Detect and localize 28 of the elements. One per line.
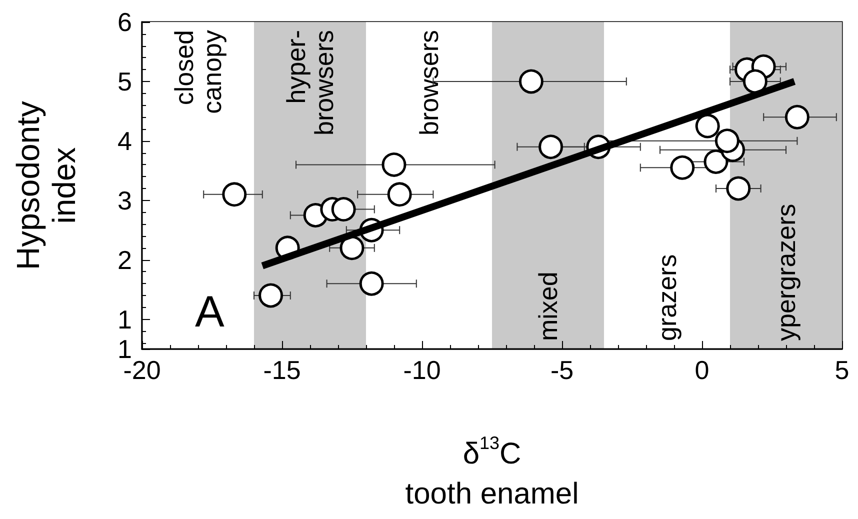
y-tick-label: 5 — [118, 66, 132, 96]
point — [726, 176, 751, 201]
point — [340, 236, 364, 260]
band-label: mixed — [533, 272, 563, 341]
x-tick-label: -5 — [550, 355, 574, 385]
point — [714, 128, 740, 154]
y-tick-label: 2 — [118, 244, 132, 275]
band-label: closed canopy — [169, 30, 227, 114]
x-tick-label: -10 — [403, 355, 441, 385]
point — [518, 69, 544, 94]
point — [784, 104, 810, 130]
point — [258, 283, 284, 308]
y-axis-title: Hypsodonty index — [10, 101, 82, 270]
y-tick-label: 3 — [118, 185, 132, 216]
band-label: browsers — [414, 30, 444, 136]
point — [331, 197, 356, 222]
band-label: grazers — [652, 254, 682, 341]
y-tick-label: 6 — [118, 7, 132, 37]
point — [742, 69, 768, 94]
x-tick-label: -15 — [263, 355, 301, 385]
annotation: A — [195, 288, 225, 336]
point — [359, 271, 384, 296]
point — [538, 134, 564, 160]
band-label: ypergrazers — [771, 204, 801, 341]
x-tick-label: 0 — [694, 355, 710, 385]
y-tick-label: 4 — [118, 126, 132, 156]
x-tick-label: 5 — [834, 355, 850, 385]
y-tick-label: 1 — [118, 304, 132, 334]
